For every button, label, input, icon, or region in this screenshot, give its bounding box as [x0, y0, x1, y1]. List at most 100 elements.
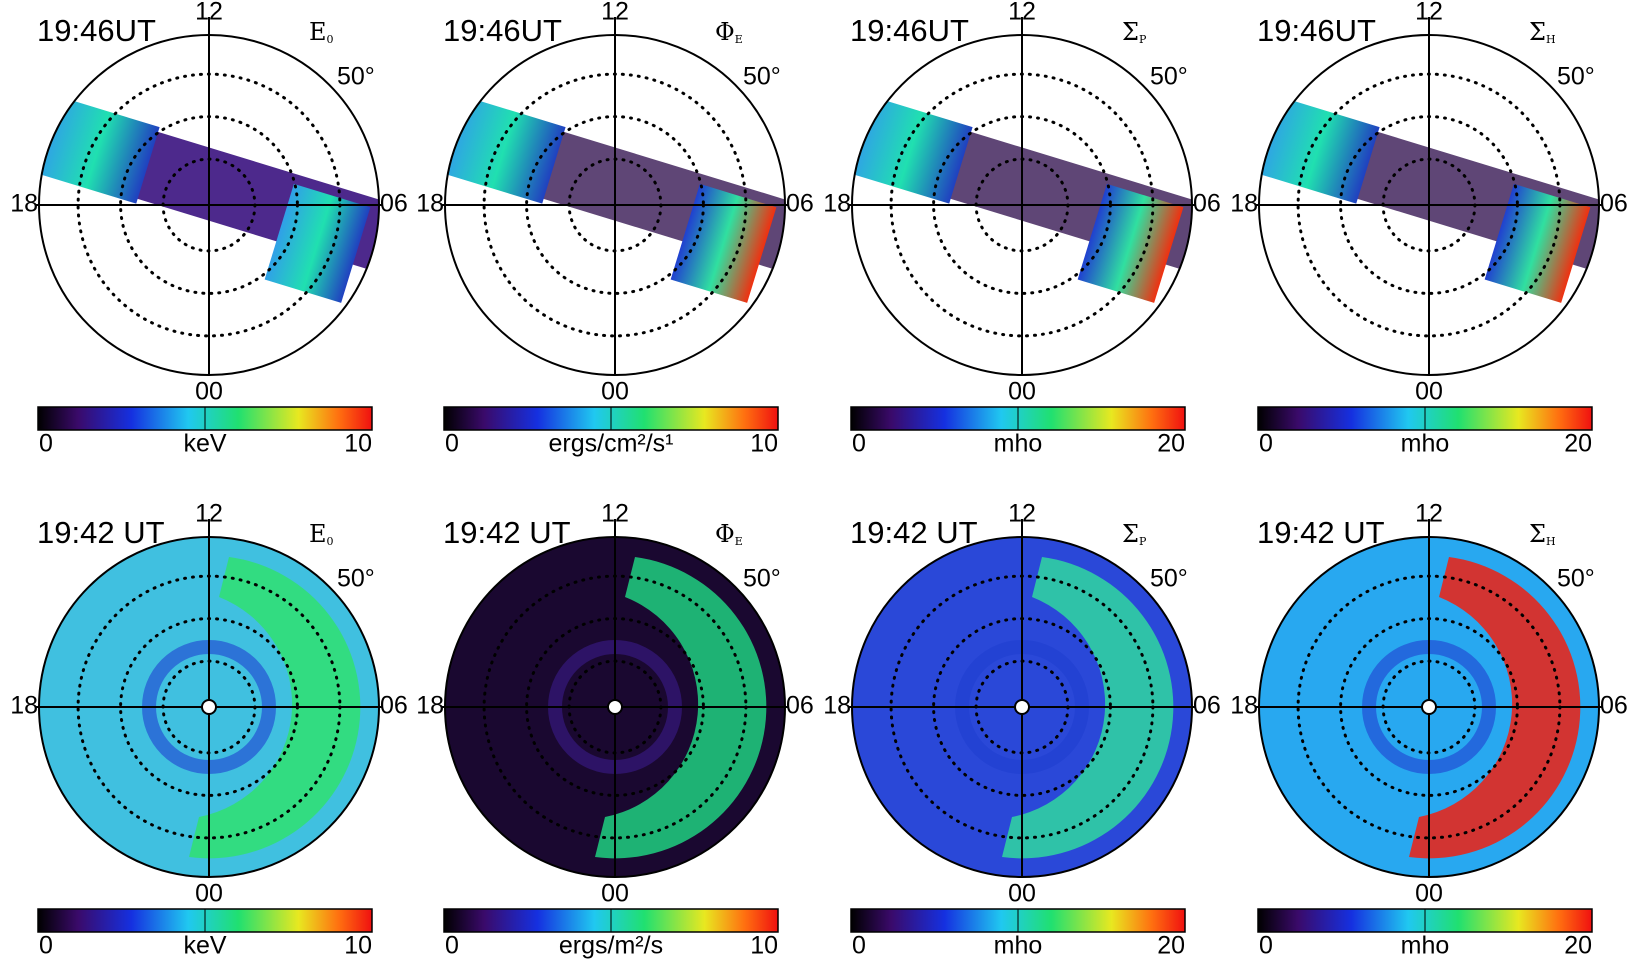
colorbar-unit: mho [994, 932, 1043, 960]
pole [1422, 700, 1436, 714]
mlt-12: 12 [195, 500, 223, 528]
map [432, 96, 796, 307]
lat-label: 50° [337, 565, 375, 593]
mlt-18: 18 [10, 692, 38, 720]
mlt-06: 06 [380, 692, 408, 720]
mlt-06: 06 [1600, 692, 1628, 720]
variable-label: ΣH [1529, 18, 1556, 47]
variable-symbol: E [309, 520, 327, 548]
mlt-00: 00 [1415, 880, 1443, 908]
colorbar-max: 10 [750, 430, 778, 458]
mlt-18: 18 [10, 190, 38, 218]
mlt-06: 06 [786, 190, 814, 218]
mlt-00: 00 [1415, 378, 1443, 406]
variable-label: ΦE [715, 18, 743, 47]
swath [26, 96, 390, 307]
mlt-12: 12 [1008, 500, 1036, 528]
swath [1246, 96, 1610, 307]
variable-label: ΣP [1122, 18, 1147, 47]
variable-label: E0 [309, 520, 334, 549]
pole [1015, 700, 1029, 714]
colorbar-max: 20 [1157, 430, 1185, 458]
variable-symbol: E [309, 18, 327, 46]
variable-label: ΦE [715, 520, 743, 549]
mlt-00: 00 [1008, 378, 1036, 406]
colorbar-min: 0 [1259, 932, 1273, 960]
pole [608, 700, 622, 714]
colorbar-min: 0 [445, 430, 459, 458]
variable-label: ΣH [1529, 520, 1556, 549]
variable-subscript: 0 [327, 535, 334, 548]
colorbar-min: 0 [1259, 430, 1273, 458]
variable-subscript: E [735, 33, 743, 46]
colorbar-min: 0 [39, 932, 53, 960]
map [26, 96, 390, 307]
mlt-12: 12 [195, 0, 223, 26]
mlt-18: 18 [1230, 190, 1258, 218]
mlt-06: 06 [1193, 692, 1221, 720]
colorbar-max: 20 [1157, 932, 1185, 960]
variable-symbol: Σ [1122, 18, 1139, 46]
colorbar-min: 0 [852, 932, 866, 960]
mlt-00: 00 [1008, 880, 1036, 908]
lat-label: 50° [337, 63, 375, 91]
colorbar-unit: ergs/m²/s [559, 932, 663, 960]
time-label: 19:46UT [1257, 13, 1376, 48]
time-label: 19:46UT [37, 13, 156, 48]
variable-subscript: P [1139, 33, 1147, 46]
colorbar-min: 0 [445, 932, 459, 960]
colorbar-unit: keV [183, 932, 226, 960]
mlt-00: 00 [195, 378, 223, 406]
mlt-12: 12 [1008, 0, 1036, 26]
variable-symbol: Σ [1122, 520, 1139, 548]
lat-label: 50° [1150, 565, 1188, 593]
variable-symbol: Φ [715, 520, 735, 548]
colorbar-min: 0 [39, 430, 53, 458]
mlt-00: 00 [601, 880, 629, 908]
time-label: 19:46UT [850, 13, 969, 48]
map [839, 96, 1203, 307]
map [1246, 96, 1610, 307]
variable-label: ΣP [1122, 520, 1147, 549]
lat-label: 50° [1557, 63, 1595, 91]
colorbar-max: 20 [1564, 430, 1592, 458]
pole [202, 700, 216, 714]
variable-symbol: Σ [1529, 520, 1546, 548]
colorbar-unit: mho [994, 430, 1043, 458]
mlt-18: 18 [1230, 692, 1258, 720]
mlt-18: 18 [416, 190, 444, 218]
colorbar-unit: keV [183, 430, 226, 458]
colorbar-max: 10 [344, 430, 372, 458]
swath [432, 96, 796, 307]
mlt-12: 12 [1415, 500, 1443, 528]
lat-label: 50° [743, 565, 781, 593]
mlt-06: 06 [1600, 190, 1628, 218]
variable-label: E0 [309, 18, 334, 47]
time-label: 19:46UT [443, 13, 562, 48]
variable-symbol: Σ [1529, 18, 1546, 46]
colorbar-min: 0 [852, 430, 866, 458]
colorbar-unit: mho [1401, 430, 1450, 458]
colorbar-unit: mho [1401, 932, 1450, 960]
mlt-00: 00 [195, 880, 223, 908]
variable-subscript: P [1139, 535, 1147, 548]
mlt-18: 18 [416, 692, 444, 720]
colorbar-unit: ergs/cm²/s¹ [549, 430, 674, 458]
lat-label: 50° [1150, 63, 1188, 91]
colorbar-max: 10 [750, 932, 778, 960]
mlt-12: 12 [601, 0, 629, 26]
mlt-12: 12 [601, 500, 629, 528]
variable-subscript: H [1546, 33, 1556, 46]
time-label: 19:42 UT [850, 515, 978, 550]
time-label: 19:42 UT [37, 515, 165, 550]
time-label: 19:42 UT [443, 515, 571, 550]
colorbar-max: 20 [1564, 932, 1592, 960]
mlt-18: 18 [823, 692, 851, 720]
